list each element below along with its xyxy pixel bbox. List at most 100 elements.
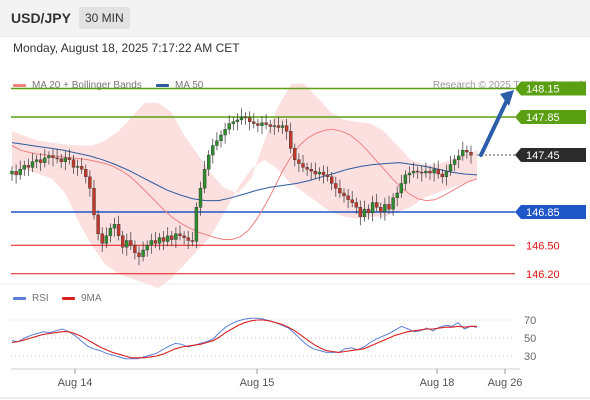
candle-body [104,235,109,244]
rsi-tick-70: 70 [524,315,536,327]
candle-body [247,117,252,122]
rsi-ma9-line [11,319,477,359]
candle-body [407,172,412,176]
candle-body [182,235,186,238]
candle-body [51,155,55,158]
candle-body [461,149,465,157]
candle-body [387,204,391,210]
ma50-line [11,142,478,202]
candle-body [432,168,436,174]
candle-body [108,227,113,236]
candle-body [88,176,92,189]
moving-averages-layer [11,128,478,240]
ma9-legend-label: 9MA [81,293,102,304]
candle-body [84,168,88,177]
candle-body [420,171,424,174]
x-tick-label: Aug 26 [488,377,523,389]
candle-body [194,206,199,242]
x-tick-label: Aug 18 [420,377,455,389]
ma20-legend: MA 20 + Bollinger Bands [13,80,142,91]
candle-body [428,170,432,174]
candle-body [178,233,182,236]
candle-body [215,140,219,146]
rsi-layer: 70 50 30 [11,315,536,363]
candle-body [235,119,240,123]
ma20-line [11,128,478,240]
candle-body [309,168,313,172]
candle-body [395,192,399,199]
candle-body [112,224,117,229]
candle-body [170,235,174,240]
candle-body [161,237,166,242]
candle-body [272,125,276,127]
candle-body [239,116,244,121]
x-ticks-layer: Aug 14 Aug 15 Aug 18 Aug 26 [58,369,523,389]
candle-body [260,122,264,126]
candle-body [293,148,297,160]
bollinger-layer [12,83,477,288]
candle-body [63,157,67,162]
level-146-85-tag [515,205,586,219]
candle-body [375,202,379,208]
candle-body [411,170,416,174]
candle-body [366,208,371,214]
candle-body [338,188,342,194]
candle-body [211,145,215,156]
candle-body [424,170,428,174]
level-146-50-label: 146.50 [526,240,560,252]
candle-body [165,235,170,242]
candle-body [231,121,236,124]
candle-body [96,214,100,235]
candle-body [219,134,223,141]
candle-body [55,157,59,160]
level-147-45-label: 147.45 [526,150,560,162]
candle-body [346,195,350,200]
candle-body [436,168,440,175]
ma9-legend: 9MA [62,293,102,304]
candle-body [34,159,39,162]
level-147-85-label: 147.85 [526,112,560,124]
candle-body [284,125,289,132]
candle-body [354,202,358,208]
timeframe-badge[interactable]: 30 MIN [79,7,130,29]
research-credit: Research © 2025 Trading Central [432,80,582,91]
rsi-legend: RSI [13,293,49,304]
candle-body [116,224,121,236]
forecast-arrow-shaft [479,96,510,157]
candle-body [30,161,35,168]
candle-body [362,208,367,217]
candle-body [399,183,403,194]
candle-body [92,188,96,216]
candle-body [59,158,63,162]
forecast-arrow-head [500,90,514,106]
candle-body [403,174,408,184]
rsi-tick-30: 30 [524,351,536,363]
candle-body [457,155,461,160]
level-148-15-label: 148.15 [526,84,560,96]
candle-body [452,159,457,165]
candle-body [334,183,338,189]
x-tick-label: Aug 14 [58,377,93,389]
candle-body [137,252,141,257]
ma50-legend-label: MA 50 [175,80,204,91]
x-tick-label: Aug 15 [240,377,275,389]
candle-body [133,244,137,253]
candle-body [383,204,387,213]
candle-body [330,176,334,184]
level-147-45-tag [515,148,586,162]
candle-body [227,123,231,130]
candle-body [305,167,309,170]
candle-body [342,192,346,197]
candle-body [145,244,149,251]
ma50-swatch [156,83,169,87]
candle-body [268,124,272,127]
candle-body [440,173,444,178]
candle-body [264,122,268,125]
candle-body [289,131,293,149]
candle-body [149,240,154,246]
candle-body [223,129,227,136]
candle-body [206,154,211,170]
candle-body [301,163,305,168]
candle-body [125,240,129,248]
candle-body [350,199,354,203]
